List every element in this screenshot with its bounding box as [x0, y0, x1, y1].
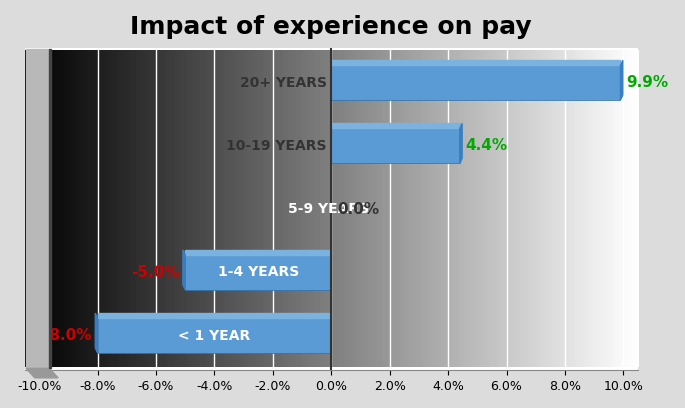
Text: 5-9 YEARS: 5-9 YEARS — [288, 202, 369, 216]
Polygon shape — [185, 250, 332, 255]
Text: 9.9%: 9.9% — [626, 75, 669, 90]
Bar — [185, 255, 332, 290]
Polygon shape — [183, 250, 185, 290]
Polygon shape — [26, 368, 58, 378]
Polygon shape — [460, 124, 462, 163]
Polygon shape — [621, 60, 623, 100]
Bar — [26, 49, 49, 368]
Text: 20+ YEARS: 20+ YEARS — [240, 75, 327, 90]
Polygon shape — [95, 313, 97, 353]
Title: Impact of experience on pay: Impact of experience on pay — [130, 15, 532, 39]
Bar — [97, 318, 332, 353]
Text: 0.0%: 0.0% — [337, 202, 379, 217]
Text: -8.0%: -8.0% — [43, 328, 92, 343]
Text: < 1 YEAR: < 1 YEAR — [178, 328, 251, 342]
Text: 10-19 YEARS: 10-19 YEARS — [226, 139, 327, 153]
Text: -5.0%: -5.0% — [131, 265, 179, 280]
Polygon shape — [97, 313, 332, 318]
Polygon shape — [332, 60, 621, 65]
Text: 4.4%: 4.4% — [466, 138, 508, 153]
Text: 1-4 YEARS: 1-4 YEARS — [218, 265, 299, 279]
Polygon shape — [332, 124, 460, 129]
Bar — [332, 129, 460, 163]
Bar — [49, 49, 51, 368]
Bar — [332, 65, 621, 100]
